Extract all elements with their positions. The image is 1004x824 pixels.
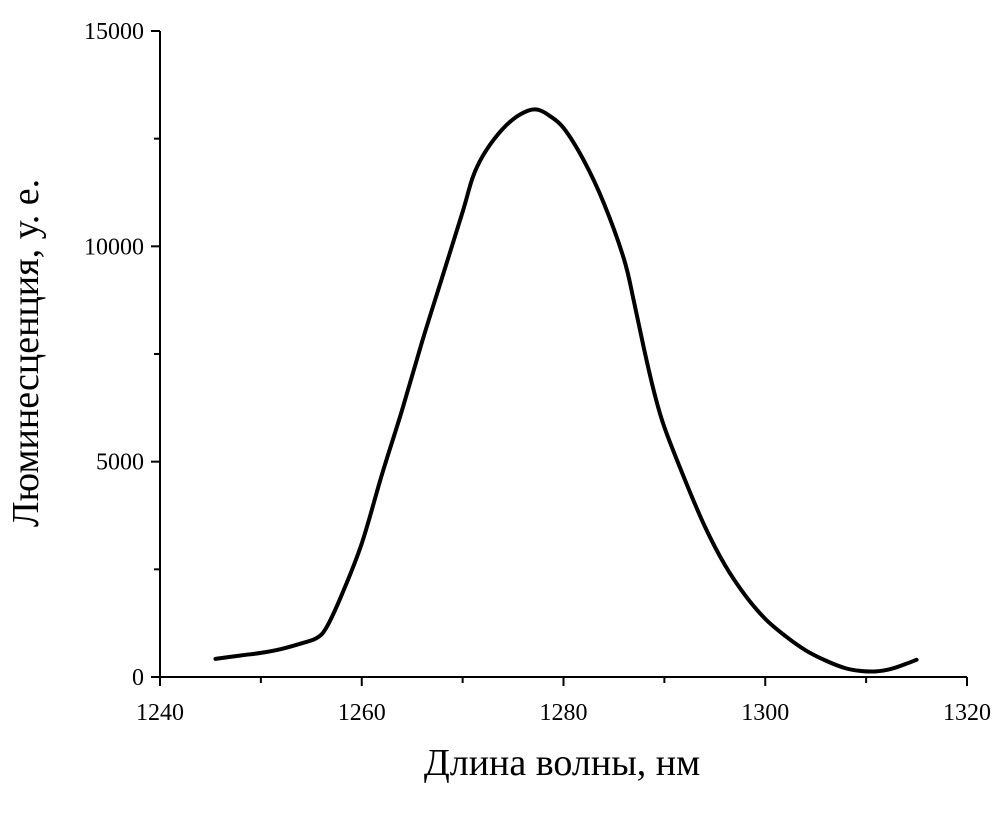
x-tick-label: 1300: [741, 700, 789, 726]
tick-labels: 1240 1260 1280 1300 1320 0 5000 10000 15000: [84, 19, 991, 726]
y-axis-title: Люминесценция, у. е.: [5, 179, 47, 527]
x-tick-label: 1240: [136, 700, 184, 726]
x-axis-title: Длина волны, нм: [424, 742, 700, 784]
x-tick-label: 1260: [338, 700, 386, 726]
y-tick-label: 5000: [96, 450, 144, 476]
y-tick-label: 10000: [84, 234, 144, 260]
y-tick-label: 15000: [84, 19, 144, 45]
x-tick-label: 1320: [943, 700, 991, 726]
ticks: [151, 30, 968, 686]
luminescence-curve: [213, 107, 919, 674]
x-tick-label: 1280: [540, 700, 588, 726]
y-tick-label: 0: [132, 665, 144, 691]
